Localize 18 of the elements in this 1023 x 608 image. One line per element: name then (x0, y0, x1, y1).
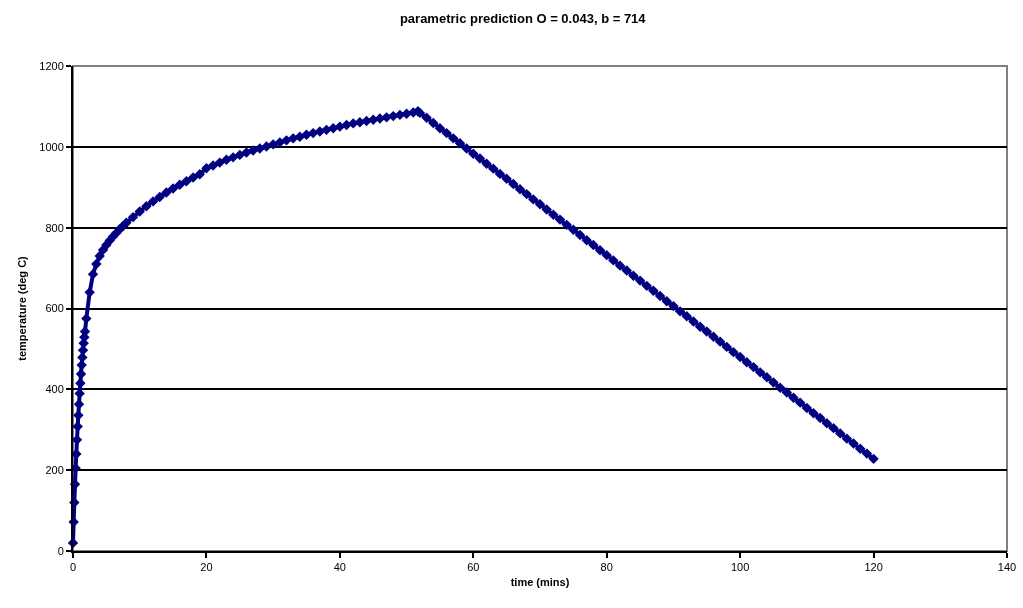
y-tick-label: 400 (45, 383, 64, 396)
x-tick-label: 40 (333, 561, 346, 574)
y-tick-label: 0 (57, 544, 64, 557)
y-tick-label: 1200 (39, 59, 64, 72)
x-tick-label: 140 (997, 561, 1017, 574)
y-axis-title: temperature (deg C) (16, 255, 29, 361)
y-tick-label: 800 (45, 221, 64, 234)
y-tick-label: 600 (45, 302, 64, 315)
x-axis-title: time (mins) (510, 575, 570, 588)
y-tick-label: 200 (45, 464, 64, 477)
x-tick-label: 20 (200, 561, 213, 574)
chart-title: parametric prediction O = 0.043, b = 714 (399, 10, 647, 26)
x-tick-label: 80 (600, 561, 613, 574)
x-tick-label: 0 (69, 561, 77, 574)
x-tick-label: 60 (467, 561, 480, 574)
x-tick-label: 120 (864, 561, 883, 574)
y-tick-label: 1000 (39, 140, 64, 153)
x-tick-label: 100 (730, 561, 750, 574)
